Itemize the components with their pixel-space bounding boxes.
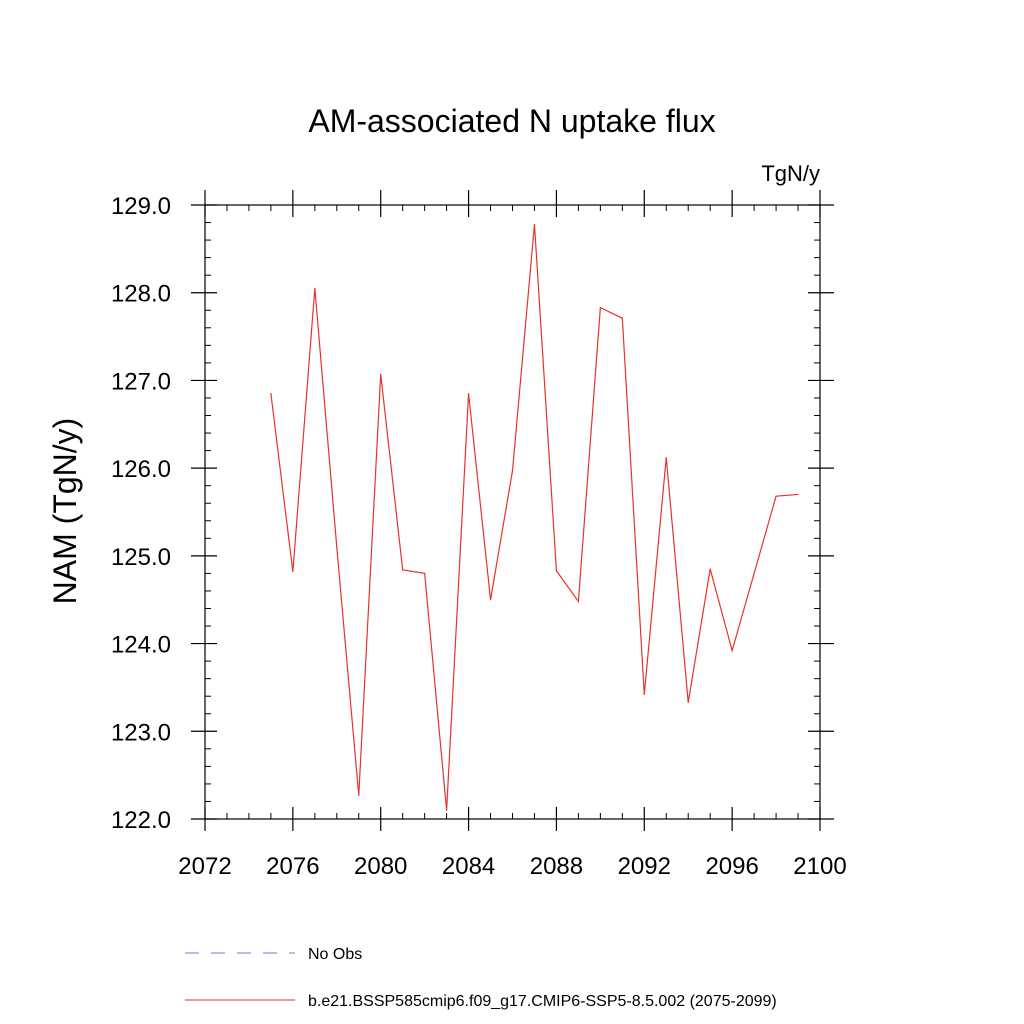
data-point — [687, 701, 689, 703]
series-line-1 — [270, 224, 799, 811]
data-point — [402, 569, 404, 571]
x-tick-label: 2100 — [793, 853, 846, 880]
y-tick-label: 126.0 — [111, 456, 171, 483]
data-point — [533, 223, 536, 225]
units-label: TgN/y — [761, 161, 820, 186]
data-point — [358, 794, 360, 796]
data-point — [270, 392, 272, 395]
data-point — [665, 457, 667, 459]
y-tick-label: 122.0 — [111, 807, 171, 834]
data-point — [314, 287, 316, 289]
y-tick-label: 123.0 — [111, 719, 171, 746]
y-tick-label: 129.0 — [111, 193, 171, 220]
data-point — [775, 495, 777, 497]
y-tick-label: 127.0 — [111, 368, 171, 395]
data-point — [424, 572, 426, 575]
x-tick-label: 2072 — [178, 853, 231, 880]
data-point — [577, 600, 579, 603]
y-tick-label: 125.0 — [111, 544, 171, 571]
series-layer — [270, 223, 799, 811]
data-point — [467, 392, 470, 395]
data-point — [555, 570, 558, 572]
legend-label-model-run: b.e21.BSSP585cmip6.f09_g17.CMIP6-SSP5-8.… — [308, 993, 777, 1010]
data-point — [336, 546, 338, 548]
data-point — [643, 693, 645, 696]
y-axis-label: NAM (TgN/y) — [47, 418, 83, 605]
y-axis: 122.0 123.0 124.0 125.0 126.0 127.0 128.0 129.0 — [111, 193, 834, 834]
x-tick-label: 2076 — [266, 853, 319, 880]
data-point — [446, 809, 448, 811]
legend: No Obs b.e21.BSSP585cmip6.f09_g17.CMIP6-… — [185, 946, 777, 1010]
y-tick-label: 128.0 — [111, 281, 171, 308]
x-tick-label: 2084 — [442, 853, 495, 880]
x-tick-label: 2080 — [354, 853, 407, 880]
x-tick-label: 2096 — [705, 853, 758, 880]
data-point — [709, 568, 711, 570]
data-point — [511, 470, 514, 472]
data-point — [731, 649, 733, 652]
chart-title: AM-associated N uptake flux — [308, 103, 715, 139]
legend-label-no-obs: No Obs — [308, 946, 362, 963]
data-point — [292, 571, 294, 573]
x-tick-label: 2092 — [618, 853, 671, 880]
x-tick-label: 2088 — [530, 853, 583, 880]
data-point — [753, 572, 755, 575]
x-axis: 2072 2076 2080 2084 2088 2092 2096 2100 — [178, 190, 847, 880]
data-point — [797, 493, 799, 496]
data-point — [489, 599, 492, 601]
y-tick-label: 124.0 — [111, 632, 171, 659]
data-point — [380, 373, 382, 375]
data-point — [599, 307, 601, 309]
data-point — [621, 317, 623, 319]
